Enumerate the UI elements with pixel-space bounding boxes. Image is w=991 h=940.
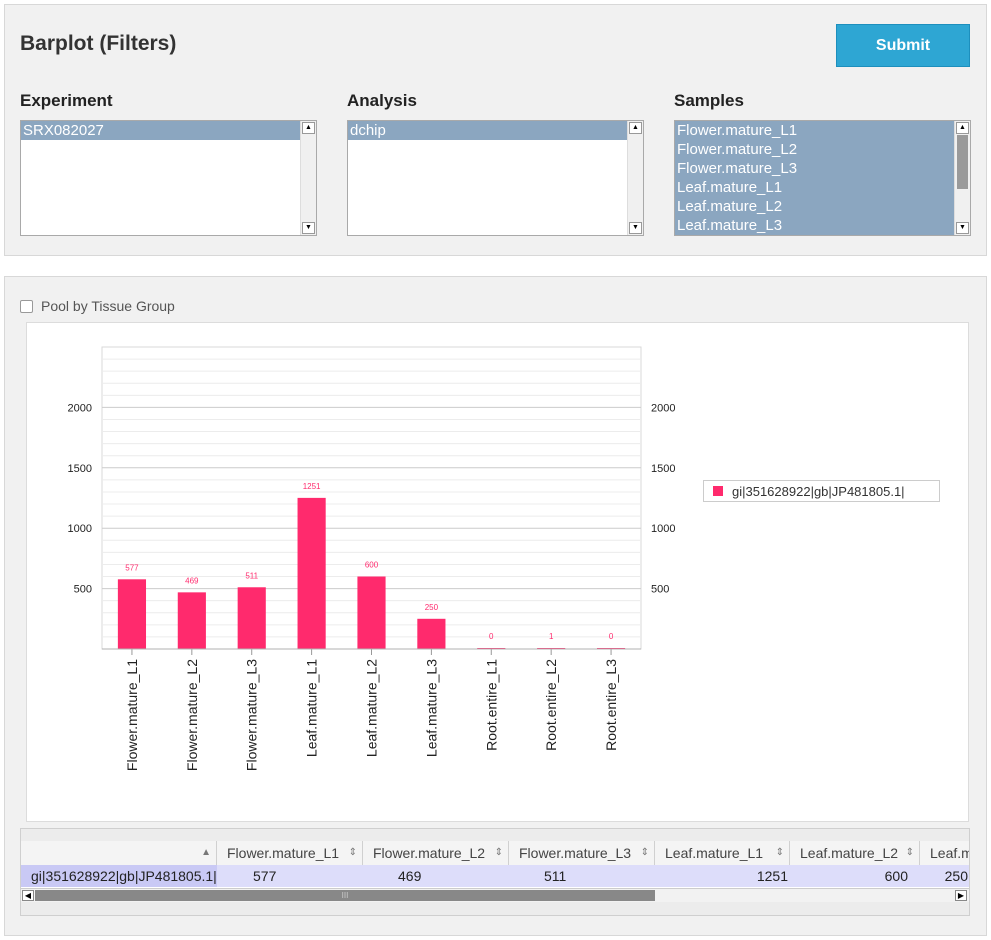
sample-option[interactable]: Leaf.mature_L2 (675, 197, 954, 216)
x-tick-label: Leaf.mature_L2 (364, 659, 380, 757)
table-cell: 577 (253, 868, 277, 884)
scroll-left-icon[interactable]: ◀ (22, 890, 34, 901)
bar (417, 618, 446, 649)
data-grid: ▲ Flower.mature_L1 ⇕ Flower.mature_L2 ⇕ Fl… (20, 828, 970, 916)
legend-swatch (713, 486, 723, 496)
data-label: 250 (425, 603, 439, 612)
pool-label: Pool by Tissue Group (41, 298, 175, 314)
x-tick-label: Flower.mature_L3 (244, 659, 260, 771)
page-title: Barplot (Filters) (20, 32, 177, 55)
x-tick-label: Root.entire_L1 (483, 659, 499, 751)
row-label: gi|351628922|gb|JP481805.1| (21, 865, 217, 887)
table-cell: 1251 (756, 868, 788, 884)
experiment-option[interactable]: SRX082027 (21, 121, 300, 140)
analysis-option[interactable]: dchip (348, 121, 627, 140)
table-row[interactable]: gi|351628922|gb|JP481805.1| 577 469 511 … (21, 865, 969, 887)
y-tick-label-left: 2000 (68, 402, 92, 414)
scroll-down-icon[interactable]: ▼ (956, 222, 969, 234)
samples-label: Samples (674, 91, 744, 110)
x-tick-label: Flower.mature_L2 (184, 659, 200, 771)
scroll-up-icon[interactable]: ▲ (302, 122, 315, 134)
bar (177, 592, 206, 649)
bar-chart: 500 500 1000 1000 1500 1500 2000 2000 577 Flower.… (68, 346, 675, 771)
sample-option[interactable]: Leaf.mature_L1 (675, 178, 954, 197)
sort-icon[interactable]: ⇕ (905, 847, 914, 858)
sample-option[interactable]: Flower.mature_L1 (675, 121, 954, 140)
grid-header: ▲ Flower.mature_L1 ⇕ Flower.mature_L2 ⇕ Fl… (21, 841, 970, 866)
table-cell: 469 (398, 868, 422, 884)
table-cell: 511 (544, 868, 567, 884)
data-label: 0 (489, 632, 494, 641)
data-label: 469 (185, 576, 199, 585)
column-header[interactable]: ▲ (21, 841, 217, 865)
y-tick-label-right: 1500 (651, 463, 675, 475)
column-header[interactable]: Flower.mature_L2 ⇕ (363, 841, 509, 865)
x-tick-label: Root.entire_L3 (603, 659, 619, 751)
bar (117, 579, 147, 649)
sort-icon[interactable]: ⇕ (494, 847, 503, 858)
analysis-scrollbar[interactable]: ▲ ▼ (627, 121, 643, 235)
y-tick-label-right: 500 (651, 584, 669, 596)
data-label: 1251 (303, 482, 321, 491)
scroll-up-icon[interactable]: ▲ (629, 122, 642, 134)
table-cell: 250 (944, 868, 968, 884)
legend[interactable]: gi|351628922|gb|JP481805.1| (703, 480, 940, 502)
data-label: 577 (125, 563, 139, 572)
experiment-label: Experiment (20, 91, 113, 110)
x-tick-label: Leaf.mature_L3 (423, 659, 439, 757)
pool-checkbox[interactable] (20, 299, 33, 313)
filters-panel: Barplot (Filters) Submit Experiment SRX0… (4, 4, 987, 256)
y-tick-label-right: 2000 (651, 402, 675, 414)
samples-listbox[interactable]: Flower.mature_L1 Flower.mature_L2 Flower… (674, 120, 971, 236)
sample-option[interactable]: Flower.mature_L2 (675, 140, 954, 159)
scroll-down-icon[interactable]: ▼ (302, 222, 315, 234)
sample-option[interactable]: Leaf.mature_L3 (675, 216, 954, 235)
scroll-right-icon[interactable]: ▶ (955, 890, 967, 901)
horizontal-scrollbar[interactable]: ◀ III ▶ (21, 888, 969, 903)
sort-icon[interactable]: ⇕ (775, 847, 784, 858)
sort-icon[interactable]: ⇕ (348, 847, 357, 858)
bar (297, 497, 326, 649)
legend-label: gi|351628922|gb|JP481805.1| (732, 483, 905, 499)
scroll-up-icon[interactable]: ▲ (956, 122, 969, 134)
column-header[interactable]: Leaf.m (930, 845, 970, 861)
samples-scrollbar[interactable]: ▲ ▼ (954, 121, 970, 235)
grid-footer (21, 902, 969, 915)
column-header[interactable]: Leaf.mature_L2 ⇕ (790, 841, 920, 865)
analysis-listbox[interactable]: dchip ▲ ▼ (347, 120, 644, 236)
scroll-thumb[interactable] (957, 135, 968, 189)
y-tick-label-left: 500 (74, 584, 92, 596)
data-label: 600 (365, 561, 379, 570)
column-header[interactable]: Flower.mature_L3 ⇕ (509, 841, 655, 865)
column-header[interactable]: Flower.mature_L1 ⇕ (217, 841, 363, 865)
table-cell: 600 (884, 868, 908, 884)
y-tick-label-left: 1000 (68, 523, 92, 535)
y-tick-label-left: 1500 (68, 463, 92, 475)
data-label: 511 (245, 571, 258, 580)
x-tick-label: Root.entire_L2 (543, 659, 559, 751)
x-tick-label: Leaf.mature_L1 (304, 659, 320, 757)
sample-option[interactable]: Flower.mature_L3 (675, 159, 954, 178)
data-label: 1 (549, 632, 554, 641)
bar (357, 576, 386, 649)
pool-option[interactable]: Pool by Tissue Group (20, 298, 175, 314)
sort-asc-icon[interactable]: ▲ (201, 847, 211, 858)
scroll-down-icon[interactable]: ▼ (629, 222, 642, 234)
scroll-thumb[interactable]: III (35, 890, 655, 901)
sort-icon[interactable]: ⇕ (640, 847, 649, 858)
column-header[interactable]: Leaf.mature_L1 ⇕ (655, 841, 790, 865)
bar (237, 587, 266, 649)
plot-area: 500 500 1000 1000 1500 1500 2000 2000 577 Flower.… (26, 322, 969, 822)
experiment-listbox[interactable]: SRX082027 ▲ ▼ (20, 120, 317, 236)
x-tick-label: Flower.mature_L1 (124, 659, 140, 771)
experiment-scrollbar[interactable]: ▲ ▼ (300, 121, 316, 235)
submit-button[interactable]: Submit (836, 24, 970, 67)
y-tick-label-right: 1000 (651, 523, 675, 535)
analysis-label: Analysis (347, 91, 417, 110)
chart-panel: Pool by Tissue Group 500 500 1000 1000 1500 1… (4, 276, 987, 936)
data-label: 0 (609, 632, 614, 641)
